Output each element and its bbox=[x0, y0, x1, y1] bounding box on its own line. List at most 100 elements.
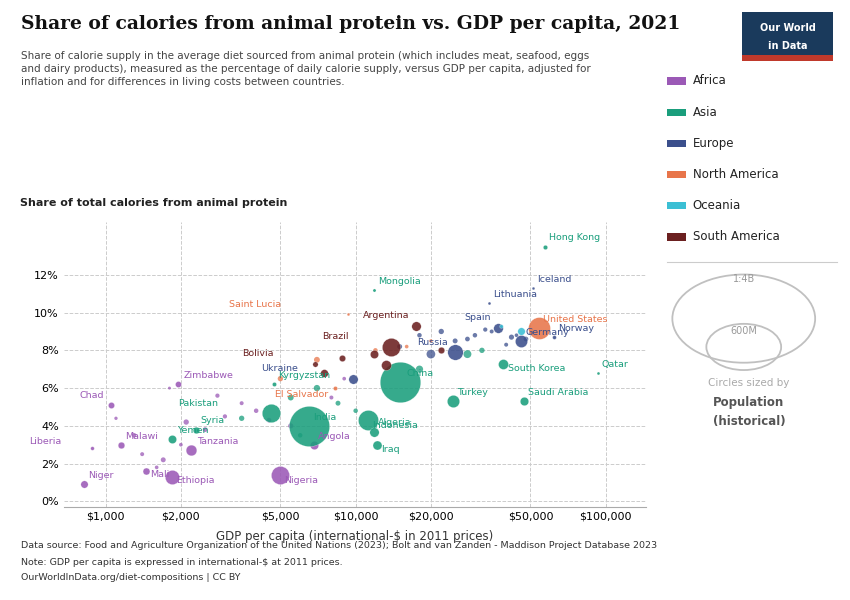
Point bbox=[184, 446, 198, 455]
Point bbox=[302, 421, 315, 431]
Point bbox=[264, 408, 278, 418]
Text: Niger: Niger bbox=[88, 471, 114, 480]
Point bbox=[461, 349, 474, 359]
Point bbox=[484, 326, 498, 336]
Text: Share of calories from animal protein vs. GDP per capita, 2021: Share of calories from animal protein vs… bbox=[21, 15, 681, 33]
Point bbox=[510, 331, 524, 340]
Point bbox=[77, 479, 91, 489]
Point bbox=[249, 406, 263, 416]
Point bbox=[393, 342, 406, 352]
Text: Syria: Syria bbox=[201, 416, 224, 425]
Point bbox=[318, 368, 332, 378]
Point bbox=[179, 417, 193, 427]
Text: Algeria: Algeria bbox=[377, 418, 411, 427]
Point bbox=[274, 470, 287, 480]
Text: Population: Population bbox=[713, 397, 785, 409]
Point bbox=[434, 346, 448, 355]
Point bbox=[174, 440, 188, 449]
Point bbox=[367, 427, 381, 436]
Point bbox=[347, 374, 360, 383]
Point bbox=[461, 334, 474, 344]
Point bbox=[309, 359, 322, 368]
Text: Africa: Africa bbox=[693, 74, 727, 88]
Point bbox=[172, 380, 185, 389]
Text: Lithuania: Lithuania bbox=[493, 290, 536, 299]
Point bbox=[393, 377, 406, 387]
Point bbox=[332, 398, 345, 408]
Point bbox=[104, 400, 117, 410]
Text: Oceania: Oceania bbox=[693, 199, 741, 212]
Text: Spain: Spain bbox=[464, 313, 490, 322]
Point bbox=[367, 349, 381, 359]
Point bbox=[369, 346, 382, 355]
Text: Iraq: Iraq bbox=[382, 445, 400, 454]
Point bbox=[491, 323, 505, 332]
Text: Share of total calories from animal protein: Share of total calories from animal prot… bbox=[20, 198, 287, 208]
Text: Argentina: Argentina bbox=[363, 311, 410, 320]
Point bbox=[114, 440, 128, 449]
Point bbox=[348, 406, 362, 416]
Point bbox=[162, 383, 176, 393]
Text: Saint Lucia: Saint Lucia bbox=[229, 300, 281, 309]
Point bbox=[410, 321, 423, 331]
Point bbox=[505, 332, 518, 342]
Text: Qatar: Qatar bbox=[602, 360, 629, 369]
Point bbox=[310, 355, 324, 365]
Point bbox=[371, 440, 384, 449]
Text: Brazil: Brazil bbox=[322, 332, 349, 341]
Text: El Salvador: El Salvador bbox=[275, 390, 328, 399]
Point bbox=[329, 383, 343, 393]
Text: Saudi Arabia: Saudi Arabia bbox=[528, 388, 588, 397]
Text: Mali: Mali bbox=[150, 470, 169, 479]
Point bbox=[475, 346, 489, 355]
Point bbox=[519, 334, 533, 344]
Text: India: India bbox=[313, 413, 337, 422]
Text: China: China bbox=[406, 369, 434, 378]
Text: Indonesia: Indonesia bbox=[372, 421, 418, 430]
Text: Circles sized by: Circles sized by bbox=[708, 379, 790, 388]
Text: 1:4B: 1:4B bbox=[733, 274, 755, 284]
Text: Malawi: Malawi bbox=[125, 431, 158, 440]
Text: Yemen: Yemen bbox=[177, 426, 208, 435]
Text: Angola: Angola bbox=[318, 431, 351, 440]
Point bbox=[448, 347, 462, 357]
Text: Ethiopia: Ethiopia bbox=[177, 476, 215, 485]
Point bbox=[267, 380, 280, 389]
Point bbox=[361, 415, 375, 425]
Point bbox=[109, 413, 122, 423]
Text: Share of calorie supply in the average diet sourced from animal protein (which i: Share of calorie supply in the average d… bbox=[21, 51, 591, 88]
Point bbox=[400, 342, 413, 352]
Point bbox=[335, 353, 348, 362]
Point bbox=[494, 321, 507, 331]
Text: United States: United States bbox=[543, 314, 608, 323]
Point bbox=[85, 443, 99, 453]
Point bbox=[468, 331, 482, 340]
Text: South Korea: South Korea bbox=[507, 364, 565, 373]
Text: OurWorldInData.org/diet-compositions | CC BY: OurWorldInData.org/diet-compositions | C… bbox=[21, 573, 241, 582]
Point bbox=[198, 425, 212, 434]
Point bbox=[235, 398, 248, 408]
Text: Russia: Russia bbox=[417, 338, 448, 347]
Text: Pakistan: Pakistan bbox=[178, 400, 218, 409]
Point bbox=[139, 466, 153, 476]
Text: Tanzania: Tanzania bbox=[197, 437, 238, 446]
Point bbox=[367, 285, 381, 295]
Text: Turkey: Turkey bbox=[457, 388, 488, 397]
Text: Nigeria: Nigeria bbox=[285, 476, 319, 485]
Point bbox=[284, 393, 298, 403]
Text: Asia: Asia bbox=[693, 106, 717, 119]
Text: 600M: 600M bbox=[730, 326, 757, 336]
Point bbox=[235, 413, 248, 423]
Point bbox=[524, 329, 537, 338]
Text: Mongolia: Mongolia bbox=[377, 277, 421, 286]
Text: (historical): (historical) bbox=[712, 415, 785, 428]
Point bbox=[538, 242, 552, 251]
Point bbox=[284, 421, 298, 431]
Point bbox=[532, 323, 546, 332]
Point bbox=[591, 368, 604, 378]
Text: Germany: Germany bbox=[525, 328, 570, 337]
Text: Bolivia: Bolivia bbox=[242, 349, 274, 358]
Point bbox=[128, 430, 141, 440]
Text: Note: GDP per capita is expressed in international-$ at 2011 prices.: Note: GDP per capita is expressed in int… bbox=[21, 558, 343, 567]
Point bbox=[514, 336, 528, 346]
